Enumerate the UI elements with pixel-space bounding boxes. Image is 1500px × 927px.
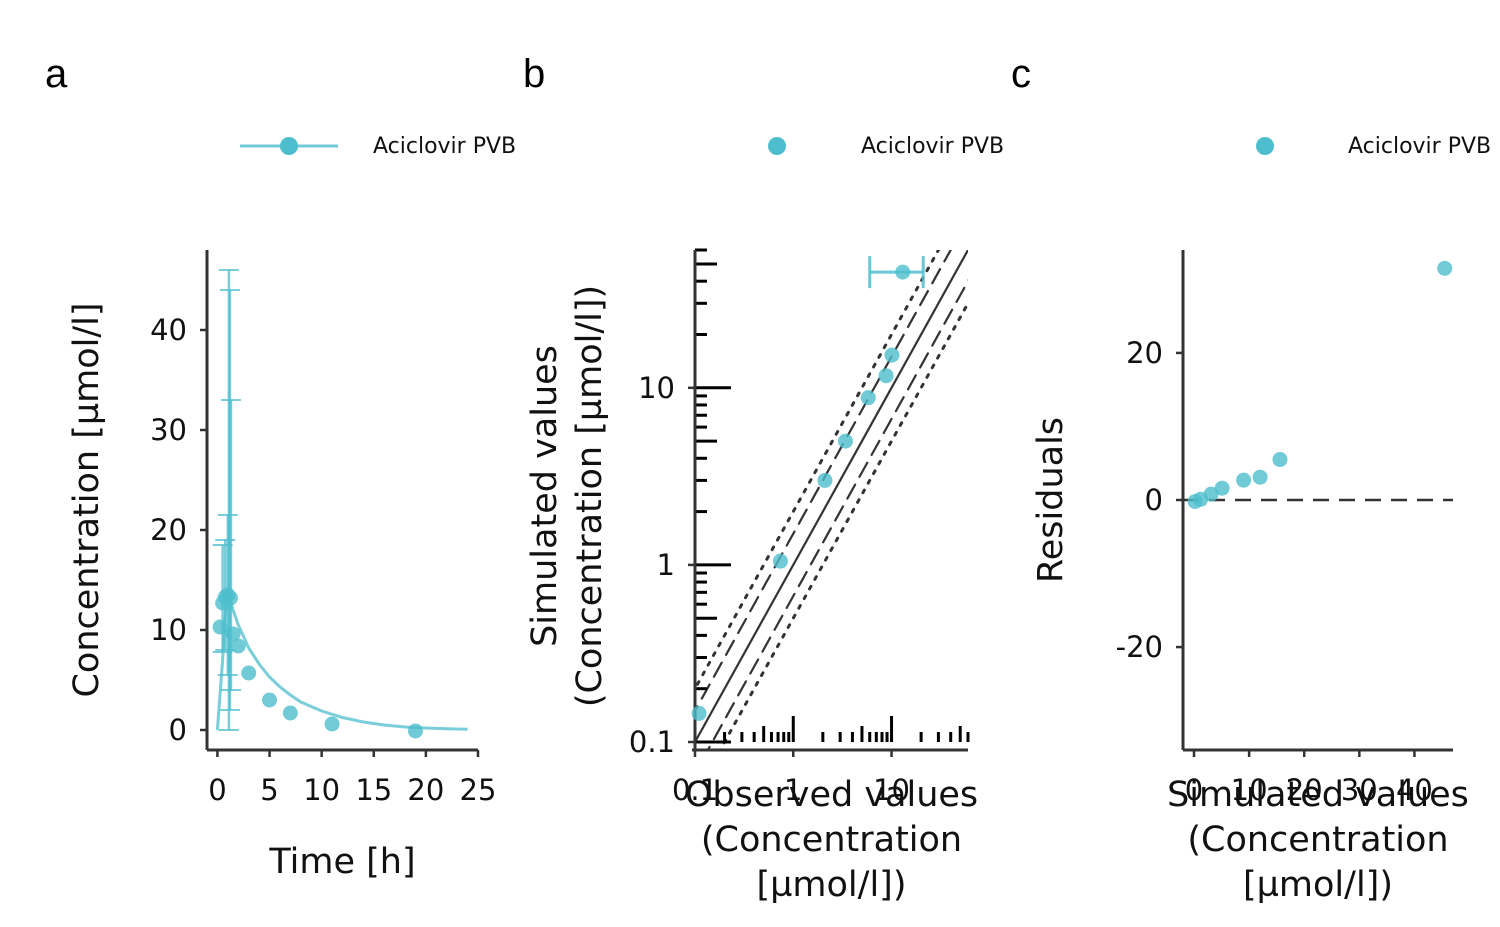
x-axis-title-line: Simulated values [1167, 775, 1469, 815]
x-tick-label: 10 [1231, 773, 1268, 807]
y-tick-label: 0 [169, 713, 187, 747]
y-axis-title-line: (Concentration [µmol/l]) [570, 285, 610, 707]
x-tick-label: 20 [1286, 773, 1323, 807]
x-tick-label: 20 [407, 773, 444, 807]
legend-label: Aciclovir PVB [1348, 134, 1491, 159]
y-tick-label: 0 [1145, 483, 1163, 517]
x-tick-label: 0 [208, 773, 226, 807]
x-tick-label: 5 [260, 773, 278, 807]
x-tick-label: 25 [460, 773, 497, 807]
fold-line-dashed-lower [706, 278, 968, 750]
observed-point [262, 692, 278, 708]
x-axis-title-line: [µmol/l]) [1243, 865, 1393, 905]
fold-line-dotted-lower [718, 300, 968, 750]
x-tick-label: 0.1 [672, 773, 718, 807]
legend-panel-c: Aciclovir PVB [1256, 134, 1491, 159]
y-tick-label: 20 [1126, 336, 1163, 370]
data-point [772, 553, 788, 569]
y-tick-label: 1 [657, 548, 675, 582]
panel-letter-c: c [1011, 52, 1031, 96]
legend-label: Aciclovir PVB [861, 134, 1004, 159]
y-tick-label: 20 [150, 513, 187, 547]
y-axis-title: Concentration [µmol/l] [67, 302, 107, 697]
observed-point [230, 638, 246, 654]
data-point [817, 472, 833, 488]
x-tick-label: 0 [1185, 773, 1203, 807]
y-tick-label: 40 [150, 313, 187, 347]
observed-point [212, 619, 228, 635]
x-axis-title-line: Observed values [685, 775, 978, 815]
y-tick-label: 30 [150, 413, 187, 447]
simulated-curve [215, 589, 468, 731]
y-axis-title: Residuals [1031, 417, 1071, 583]
observed-point [222, 590, 238, 606]
data-point [884, 347, 900, 363]
x-tick-label: 30 [1341, 773, 1378, 807]
legend-point-marker [768, 137, 786, 155]
residual-point [1203, 486, 1219, 502]
residual-point [1272, 452, 1288, 468]
fold-line-dotted-upper [695, 250, 941, 692]
panel-letter-a: a [45, 52, 68, 96]
y-tick-label: 0.1 [629, 725, 675, 759]
data-point [691, 705, 707, 721]
y-tick-label: 10 [638, 371, 675, 405]
x-axis-title: Time [h] [268, 842, 415, 882]
x-tick-label: 40 [1396, 773, 1433, 807]
data-point [837, 433, 853, 449]
legend-point-marker [280, 137, 298, 155]
observed-point [241, 665, 257, 681]
x-tick-label: 10 [873, 773, 910, 807]
residual-point [1214, 480, 1230, 496]
panel-letter-b: b [523, 52, 545, 96]
x-tick-label: 10 [303, 773, 340, 807]
data-point [878, 368, 894, 384]
observed-point [282, 705, 298, 721]
y-axis-title-line: Simulated values [525, 345, 565, 647]
legend-panel-a: Aciclovir PVB [240, 134, 516, 159]
observed-point [407, 723, 423, 739]
x-tick-label: 1 [784, 773, 802, 807]
y-tick-label: -20 [1116, 630, 1163, 664]
identity-line [695, 250, 968, 745]
legend-panel-b: Aciclovir PVB [768, 134, 1004, 159]
observed-point [324, 716, 340, 732]
plot-area [695, 250, 968, 750]
x-axis-title-line: (Concentration [701, 820, 962, 860]
x-axis-title-line: [µmol/l]) [757, 865, 907, 905]
legend-point-marker [1256, 137, 1274, 155]
residual-point [1236, 472, 1252, 488]
residual-point [1437, 260, 1453, 276]
observed-point [225, 626, 241, 642]
data-point [860, 390, 876, 406]
legend-label: Aciclovir PVB [373, 134, 516, 159]
y-tick-label: 10 [150, 613, 187, 647]
residual-point [1252, 469, 1268, 485]
x-tick-label: 15 [355, 773, 392, 807]
x-axis-title-line: (Concentration [1187, 820, 1448, 860]
data-point [895, 264, 911, 280]
